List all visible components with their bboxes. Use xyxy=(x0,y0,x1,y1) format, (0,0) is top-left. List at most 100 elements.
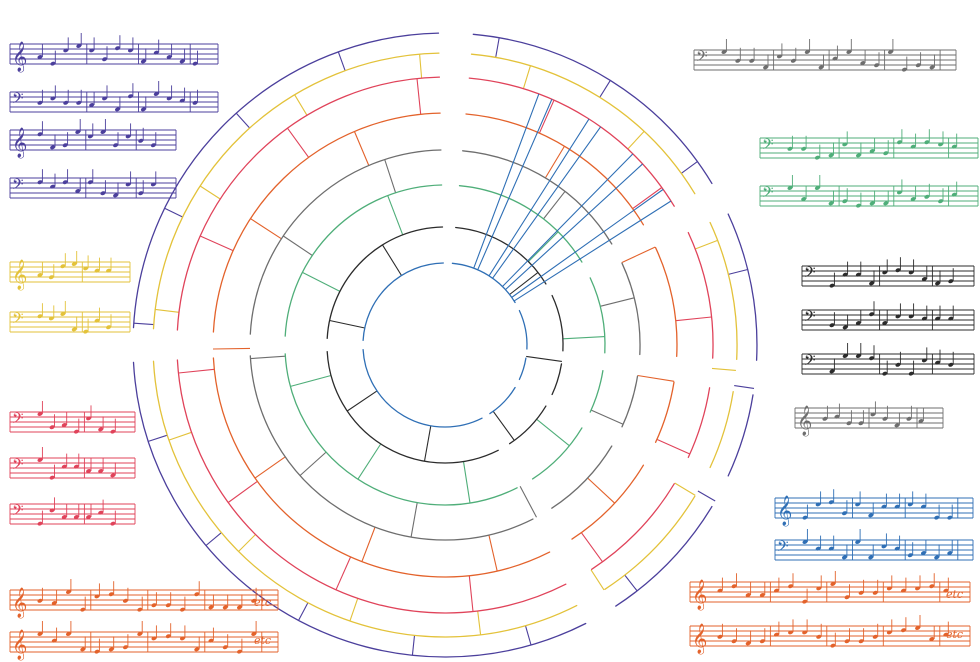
ring-divider xyxy=(250,355,286,360)
note-head xyxy=(76,44,82,48)
note-head xyxy=(100,191,106,196)
note-head xyxy=(924,140,930,145)
excerpt-orange-left: 𝄞 etc 𝄞 etc xyxy=(9,579,279,661)
ring-divider xyxy=(519,486,537,518)
note-head xyxy=(76,100,82,105)
note-head xyxy=(844,639,850,644)
ring-divider xyxy=(697,490,716,502)
note-head xyxy=(49,475,55,480)
note-head xyxy=(868,555,874,560)
note-head xyxy=(883,201,889,206)
note-head xyxy=(50,96,56,101)
note-head xyxy=(874,63,880,68)
excerpt-blue: 𝄞𝄢 xyxy=(774,489,974,561)
ring-divider xyxy=(235,112,251,129)
note-head xyxy=(61,464,67,469)
note-head xyxy=(881,544,887,549)
note-head xyxy=(106,325,112,330)
ring-arc xyxy=(591,483,675,570)
bass-clef-icon: 𝄢 xyxy=(12,502,24,523)
ring-arc xyxy=(455,226,547,285)
note-head xyxy=(882,270,888,275)
note-head xyxy=(71,327,77,332)
ring-divider xyxy=(509,271,539,295)
note-head xyxy=(869,201,875,206)
note-head xyxy=(830,582,836,586)
ring-divider xyxy=(590,409,624,425)
ring-arc xyxy=(551,363,563,396)
ring-arc xyxy=(472,33,713,185)
note-head xyxy=(37,180,43,185)
note-head xyxy=(165,603,171,608)
note-head xyxy=(948,279,954,284)
note-head xyxy=(179,59,185,64)
note-head xyxy=(60,312,66,316)
staff: 𝄢 xyxy=(801,343,975,376)
bass-clef-icon: 𝄢 xyxy=(777,538,789,559)
staff: 𝄢 xyxy=(9,497,136,526)
music-excerpts: 𝄞𝄢𝄞𝄢𝄞𝄢𝄢𝄢𝄢𝄞 etc𝄞 etc𝄢𝄢𝄢𝄢𝄢𝄢𝄞𝄞𝄢𝄞 etc𝄞 etc xyxy=(9,33,979,661)
note-head xyxy=(98,510,104,515)
note-head xyxy=(818,65,824,70)
ring-arc xyxy=(621,375,639,428)
staff: 𝄢 xyxy=(9,169,177,199)
note-head xyxy=(759,593,765,597)
ring-divider xyxy=(728,268,748,275)
ring-divider xyxy=(205,532,222,546)
note-head xyxy=(113,143,119,148)
note-head xyxy=(89,48,95,53)
bass-clef-icon: 𝄢 xyxy=(12,90,24,111)
note-head xyxy=(222,605,228,610)
note-head xyxy=(948,362,954,367)
note-head xyxy=(236,649,243,654)
ring-yellow xyxy=(152,52,738,638)
note-head xyxy=(894,504,900,509)
note-head xyxy=(137,632,143,636)
note-head xyxy=(814,155,820,160)
note-head xyxy=(138,138,144,143)
note-head xyxy=(947,551,953,555)
note-head xyxy=(94,318,100,323)
ring-divider xyxy=(353,131,370,166)
treble-clef-icon: 𝄞 xyxy=(12,587,27,619)
note-head xyxy=(872,590,878,595)
note-head xyxy=(872,634,878,639)
note-head xyxy=(776,54,783,59)
ring-divider xyxy=(488,534,498,572)
note-head xyxy=(948,316,954,321)
note-head xyxy=(108,647,114,652)
ring-arc xyxy=(284,184,443,337)
treble-clef-icon: 𝄞 xyxy=(797,405,812,437)
staff: 𝄞 xyxy=(689,615,971,655)
ring-divider xyxy=(282,235,313,256)
note-head xyxy=(929,584,935,589)
note-head xyxy=(102,96,108,101)
note-head xyxy=(150,143,156,148)
staff: 𝄞 xyxy=(794,401,944,437)
ring-divider xyxy=(199,235,234,252)
excerpt-purple-2: 𝄞𝄢 xyxy=(9,119,177,199)
note-head xyxy=(98,427,104,432)
note-head xyxy=(894,423,900,428)
staff: 𝄞 xyxy=(9,251,131,291)
note-head xyxy=(94,594,100,599)
ring-arc xyxy=(362,262,444,342)
note-head xyxy=(910,197,916,201)
treble-clef-icon: 𝄞 xyxy=(692,623,707,655)
note-head xyxy=(86,469,92,473)
note-head xyxy=(194,592,200,597)
note-head xyxy=(102,57,108,62)
note-head xyxy=(828,201,834,206)
ring-divider xyxy=(675,316,712,322)
note-head xyxy=(900,628,907,633)
note-head xyxy=(62,143,68,148)
note-head xyxy=(943,588,949,593)
note-head xyxy=(858,590,864,595)
note-head xyxy=(908,314,914,319)
note-head xyxy=(37,314,43,319)
ring-divider xyxy=(590,569,605,591)
ring-divider xyxy=(361,526,376,562)
note-head xyxy=(834,414,840,419)
note-head xyxy=(50,184,56,189)
